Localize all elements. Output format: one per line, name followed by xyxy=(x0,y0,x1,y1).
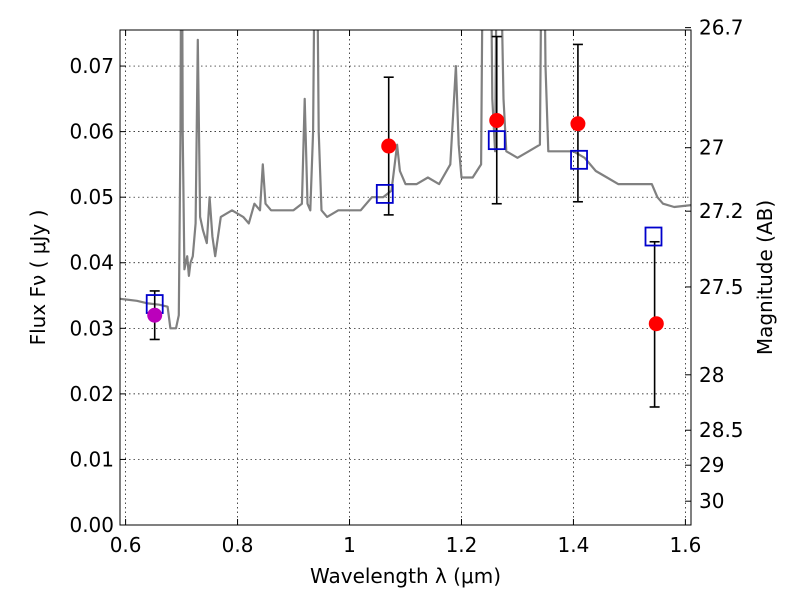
x-tick-label: 1.6 xyxy=(669,533,701,557)
reference-point xyxy=(147,307,163,323)
model-band-square xyxy=(644,226,663,247)
x-tick-label: 1.4 xyxy=(558,533,590,557)
y2-axis: 26.7 27 27.2 27.5 28 28.5 29 30 xyxy=(685,16,744,513)
y2-tick-label: 27 xyxy=(699,136,724,160)
y-tick-label: 0.06 xyxy=(69,120,114,144)
model-spectrum-line xyxy=(120,30,691,330)
observed-point xyxy=(381,138,397,154)
x-tick-label: 0.6 xyxy=(110,533,142,557)
plot-content xyxy=(120,30,691,408)
y2-tick-label: 28 xyxy=(699,363,724,387)
observed-point xyxy=(489,112,505,128)
observed-point xyxy=(570,116,586,132)
plot-area xyxy=(120,30,691,525)
x-tick-label: 1 xyxy=(343,533,356,557)
y2-tick-label: 28.5 xyxy=(699,418,744,442)
y-tick-label: 0.07 xyxy=(69,54,114,78)
y2-tick-label: 27.5 xyxy=(699,275,744,299)
y-tick-label: 0.04 xyxy=(69,251,114,275)
model-band-square xyxy=(375,184,394,204)
x-tick-label: 0.8 xyxy=(222,533,254,557)
y-tick-label: 0.00 xyxy=(69,513,114,537)
x-axis: 0.6 0.8 1 1.2 1.4 1.6 xyxy=(110,30,701,557)
y2-tick-label: 30 xyxy=(699,489,724,513)
x-axis-label: Wavelength λ (μm) xyxy=(310,564,501,588)
y2-tick-label: 27.2 xyxy=(699,199,744,223)
y-axis-label: Flux Fν ( μJy ) xyxy=(26,210,50,346)
y-tick-label: 0.01 xyxy=(69,447,114,471)
y-axis: 0.00 0.01 0.02 0.03 0.04 0.05 0.06 0.07 xyxy=(69,54,126,537)
y-tick-label: 0.05 xyxy=(69,185,114,209)
y-tick-label: 0.02 xyxy=(69,382,114,406)
y2-tick-label: 29 xyxy=(699,453,724,477)
y-tick-label: 0.03 xyxy=(69,316,114,340)
observed-point xyxy=(648,316,664,332)
x-tick-label: 1.2 xyxy=(446,533,478,557)
model-band-square xyxy=(570,149,588,170)
plot-frame xyxy=(119,29,692,526)
y2-axis-label: Magnitude (AB) xyxy=(753,200,777,355)
y2-tick-label: 26.7 xyxy=(699,16,744,40)
model-band-square xyxy=(487,130,506,151)
